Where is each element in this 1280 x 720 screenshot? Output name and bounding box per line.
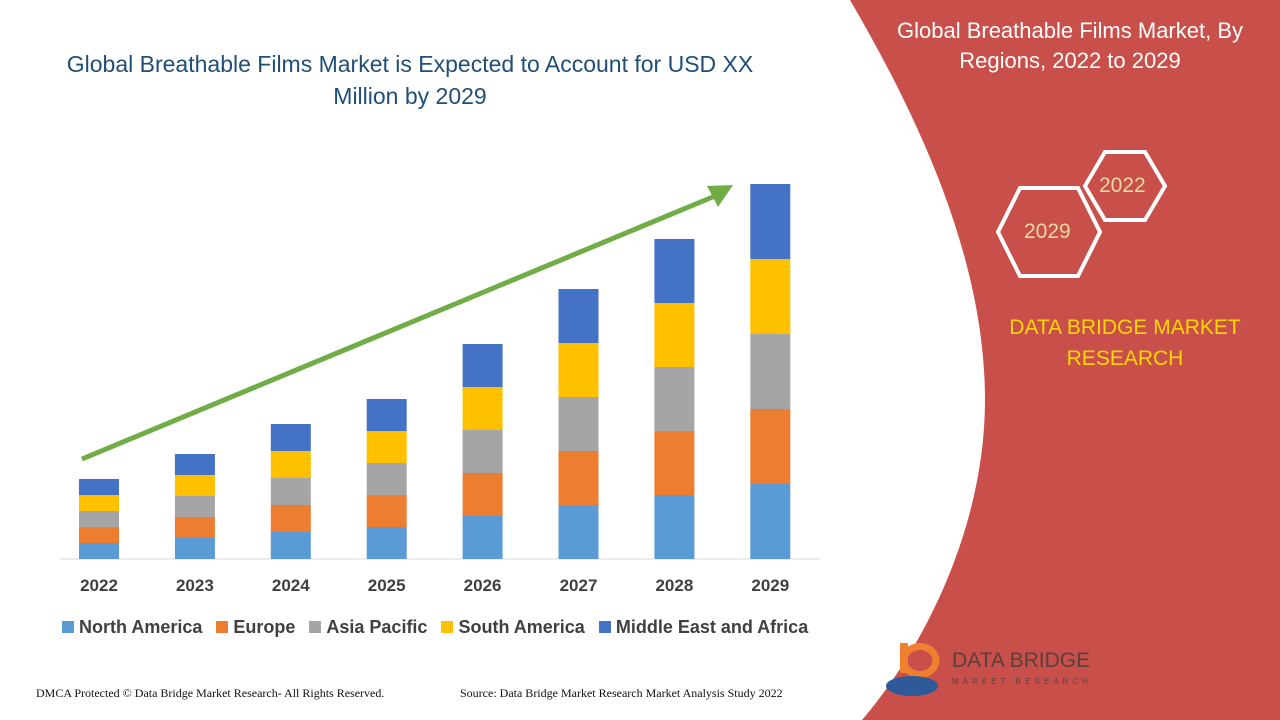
bars bbox=[79, 184, 791, 559]
legend-label: Asia Pacific bbox=[326, 617, 428, 637]
logo-text: DATA BRIDGE bbox=[952, 649, 1091, 672]
bar-segment bbox=[558, 397, 599, 451]
bar-segment bbox=[462, 344, 503, 387]
bar-segment bbox=[270, 478, 311, 505]
bar-segment bbox=[270, 532, 311, 559]
bar-segment bbox=[174, 496, 215, 517]
bar-segment bbox=[462, 473, 503, 516]
bar-segment bbox=[558, 343, 599, 397]
legend-item: Europe bbox=[216, 617, 295, 638]
bar-segment bbox=[750, 484, 791, 559]
bar-segment bbox=[79, 527, 119, 543]
legend-label: Europe bbox=[233, 617, 296, 637]
trend-arrow bbox=[81, 193, 716, 462]
bar-segment bbox=[558, 505, 599, 559]
bar-segment bbox=[79, 511, 119, 527]
x-tick-label: 2028 bbox=[655, 576, 694, 595]
x-tick-label: 2026 bbox=[463, 576, 502, 595]
bar-segment bbox=[270, 505, 311, 532]
footer-source: Source: Data Bridge Market Research Mark… bbox=[460, 686, 783, 700]
x-tick-label: 2027 bbox=[559, 576, 598, 595]
legend-item: South America bbox=[441, 617, 585, 638]
chart-title: Global Breathable Films Market is Expect… bbox=[66, 51, 754, 109]
logo-subtext: MARKET RESEARCH bbox=[952, 677, 1092, 686]
bar-segment bbox=[174, 454, 215, 475]
brand-text: DATA BRIDGE MARKET RESEARCH bbox=[1009, 316, 1241, 370]
hex-label-2029: 2029 bbox=[1024, 220, 1071, 243]
bar-segment bbox=[366, 495, 407, 527]
bar-segment bbox=[270, 424, 311, 451]
hexagon-2022 bbox=[1082, 150, 1168, 222]
bar-segment bbox=[462, 387, 503, 430]
bar-segment bbox=[174, 475, 215, 496]
bar-segment bbox=[558, 289, 599, 343]
bar-segment bbox=[654, 239, 695, 303]
x-tick-label: 2023 bbox=[175, 576, 214, 595]
bar-segment bbox=[462, 430, 503, 473]
bar-segment bbox=[750, 184, 791, 259]
x-tick-label: 2022 bbox=[80, 576, 118, 595]
bar-segment bbox=[750, 409, 791, 484]
bar-segment bbox=[270, 451, 311, 478]
legend-item: Asia Pacific bbox=[309, 617, 427, 638]
legend-label: North America bbox=[79, 617, 203, 637]
x-tick-label: 2025 bbox=[367, 576, 406, 595]
legend-label: Middle East and Africa bbox=[615, 617, 809, 637]
bar-segment bbox=[366, 527, 407, 559]
footer-copyright: DMCA Protected © Data Bridge Market Rese… bbox=[36, 686, 385, 700]
bar-segment bbox=[366, 431, 407, 463]
hexagon-2029 bbox=[995, 186, 1103, 278]
legend: North America Europe Asia Pacific South … bbox=[62, 617, 808, 638]
x-tick-label: 2024 bbox=[271, 576, 310, 595]
side-title: Global Breathable Films Market, By Regio… bbox=[896, 18, 1244, 73]
bar-segment bbox=[79, 495, 119, 511]
side-panel bbox=[850, 0, 1280, 720]
bar-segment bbox=[366, 399, 407, 431]
bar-segment bbox=[654, 303, 695, 367]
bar-segment bbox=[654, 431, 695, 495]
bar-segment bbox=[558, 451, 599, 505]
bar-segment bbox=[654, 367, 695, 431]
bar-segment bbox=[79, 479, 119, 495]
trend-arrow-head bbox=[707, 185, 733, 207]
legend-label: South America bbox=[458, 617, 585, 637]
bar-segment bbox=[750, 259, 791, 334]
logo-icon bbox=[886, 643, 940, 696]
hex-label-2022: 2022 bbox=[1099, 174, 1146, 197]
legend-item: North America bbox=[62, 617, 202, 638]
legend-item: Middle East and Africa bbox=[598, 617, 809, 638]
bar-segment bbox=[174, 517, 215, 538]
bar-segment bbox=[366, 463, 407, 495]
bar-segment bbox=[79, 543, 119, 559]
x-tick-label: 2029 bbox=[751, 576, 790, 595]
bar-segment bbox=[654, 495, 695, 559]
bar-segment bbox=[750, 334, 791, 409]
bar-segment bbox=[462, 516, 503, 559]
bar-segment bbox=[174, 538, 215, 559]
